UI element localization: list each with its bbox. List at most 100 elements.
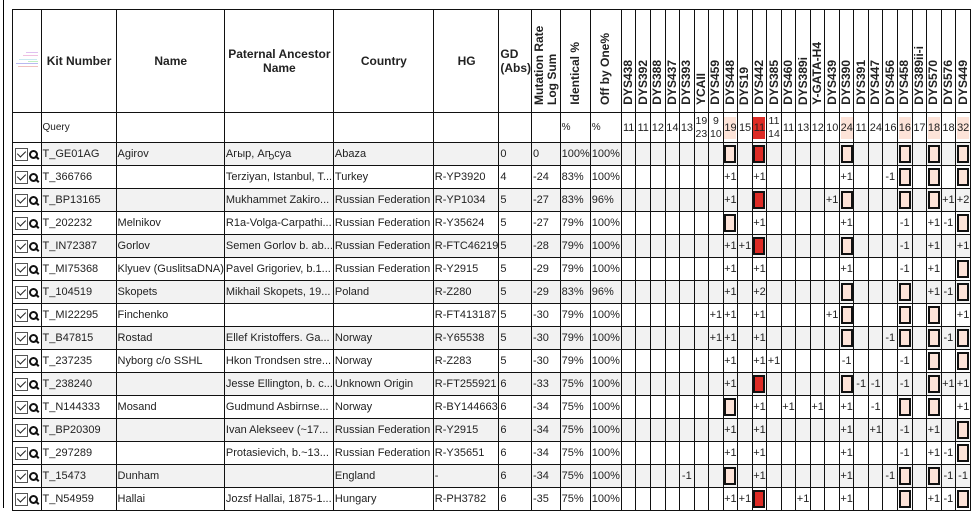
marker-header-dys460[interactable]: DYS460 [780, 9, 797, 113]
kit-number-cell[interactable]: T_238240 [40, 372, 117, 396]
marker-header-dys447[interactable]: DYS447 [867, 9, 884, 113]
query-value-dys19: 15 [737, 112, 753, 143]
off-by-one-cell: 100% [589, 142, 622, 166]
magnifier-icon[interactable] [29, 378, 38, 390]
marker-cell-dys449 [955, 418, 971, 442]
marker-header-y-gata-h4[interactable]: Y-GATA-H4 [809, 9, 826, 113]
select-checkbox[interactable] [15, 308, 28, 322]
kit-number-cell[interactable]: T_MI22295 [40, 303, 117, 327]
select-checkbox[interactable] [15, 239, 28, 253]
genetic-distance-cell: 6 [498, 487, 533, 511]
magnifier-icon[interactable] [29, 148, 38, 160]
marker-header-dys456[interactable]: DYS456 [882, 9, 898, 113]
marker-header-dys458[interactable]: DYS458 [897, 9, 913, 113]
name-header[interactable]: Name [115, 9, 225, 113]
select-checkbox[interactable] [15, 216, 28, 230]
mismatch-box [753, 490, 766, 508]
marker-header-ycaii[interactable]: YCAII [693, 9, 710, 113]
magnifier-icon[interactable] [29, 171, 38, 183]
select-checkbox[interactable] [15, 285, 28, 299]
magnifier-icon[interactable] [29, 263, 38, 275]
marker-header-dys438[interactable]: DYS438 [620, 9, 637, 113]
query-value-text: 14 [666, 121, 679, 134]
select-checkbox[interactable] [15, 400, 28, 414]
paternal-ancestor-header[interactable]: Paternal Ancestor Name [223, 9, 334, 113]
kit-number-cell[interactable]: T_MI75368 [40, 257, 117, 281]
select-checkbox[interactable] [15, 147, 28, 161]
select-checkbox[interactable] [15, 423, 28, 437]
magnifier-icon[interactable] [29, 309, 38, 321]
marker-cell-dys576 [940, 234, 957, 258]
haplogroup-header[interactable]: HG [432, 9, 500, 113]
marker-header-dys439[interactable]: DYS439 [824, 9, 840, 113]
marker-header-dys390[interactable]: DYS390 [838, 9, 855, 113]
magnifier-icon[interactable] [29, 493, 38, 505]
select-checkbox[interactable] [15, 170, 28, 184]
marker-cell-dys390: +1 [838, 464, 855, 488]
kit-number-cell[interactable]: T_BP20309 [40, 418, 117, 442]
magnifier-icon[interactable] [29, 332, 38, 344]
country-header[interactable]: Country [332, 9, 434, 113]
marker-cell-dys460 [780, 487, 797, 511]
marker-cell-dys437 [664, 441, 681, 465]
magnifier-icon[interactable] [29, 447, 38, 459]
marker-header-dys442[interactable]: DYS442 [751, 9, 768, 113]
marker-cell-dys390 [838, 280, 855, 304]
kit-number-header[interactable]: Kit Number [40, 9, 117, 113]
marker-cell-dys447 [867, 142, 884, 166]
marker-header-dys570[interactable]: DYS570 [926, 9, 942, 113]
kit-number-cell[interactable]: T_366766 [40, 165, 117, 189]
select-checkbox[interactable] [15, 354, 28, 368]
select-checkbox[interactable] [15, 446, 28, 460]
kit-number-cell[interactable]: T_N54959 [40, 487, 117, 511]
kit-number-cell[interactable]: T_B47815 [40, 326, 117, 350]
magnifier-icon[interactable] [29, 286, 38, 298]
marker-header-dys389i[interactable]: DYS389i [795, 9, 811, 113]
marker-header-dys459[interactable]: DYS459 [708, 9, 724, 113]
kit-number-cell[interactable]: T_IN72387 [40, 234, 117, 258]
genetic-distance-header[interactable]: GD (Abs) [498, 9, 533, 113]
tree-header[interactable] [12, 9, 42, 113]
tree-icon[interactable] [14, 49, 40, 71]
select-checkbox[interactable] [15, 193, 28, 207]
kit-number-cell[interactable]: T_15473 [40, 464, 117, 488]
marker-header-dys385[interactable]: DYS385 [766, 9, 782, 113]
identical-percent-header[interactable]: Identical % [559, 9, 591, 113]
mutation-rate-header[interactable]: Mutation Rate Log Sum [531, 9, 561, 113]
marker-header-dys19[interactable]: DYS19 [737, 9, 753, 113]
magnifier-icon[interactable] [29, 401, 38, 413]
off-by-one-header[interactable]: Off by One% [589, 9, 622, 113]
kit-number-cell[interactable]: T_BP13165 [40, 188, 117, 212]
select-checkbox[interactable] [15, 377, 28, 391]
kit-number-cell[interactable]: T_297289 [40, 441, 117, 465]
magnifier-icon[interactable] [29, 217, 38, 229]
kit-number-cell[interactable]: T_N144333 [40, 395, 117, 419]
marker-cell-dys447 [867, 211, 884, 235]
kit-number-cell[interactable]: T_237235 [40, 349, 117, 373]
marker-header-dys388[interactable]: DYS388 [650, 9, 666, 113]
marker-header-dys392[interactable]: DYS392 [635, 9, 651, 113]
marker-header-dys391[interactable]: DYS391 [853, 9, 869, 113]
magnifier-icon[interactable] [29, 355, 38, 367]
marker-header-dys576[interactable]: DYS576 [940, 9, 957, 113]
query-name [115, 112, 225, 143]
marker-cell-dys449: +1 [955, 372, 971, 396]
marker-header-dys437[interactable]: DYS437 [664, 9, 681, 113]
marker-header-dys449[interactable]: DYS449 [955, 9, 971, 113]
marker-cell-dys389i: +1 [795, 487, 811, 511]
marker-header-dys448[interactable]: DYS448 [722, 9, 739, 113]
marker-header-dys389ii-i[interactable]: DYS389ii-i [911, 9, 928, 113]
magnifier-icon[interactable] [29, 194, 38, 206]
kit-number-cell[interactable]: T_104519 [40, 280, 117, 304]
select-checkbox[interactable] [15, 492, 28, 506]
select-checkbox[interactable] [15, 331, 28, 345]
magnifier-icon[interactable] [29, 424, 38, 436]
kit-number-cell[interactable]: T_202232 [40, 211, 117, 235]
marker-cell-dys19 [737, 142, 753, 166]
select-checkbox[interactable] [15, 262, 28, 276]
magnifier-icon[interactable] [29, 240, 38, 252]
select-checkbox[interactable] [15, 469, 28, 483]
magnifier-icon[interactable] [29, 470, 38, 482]
marker-header-dys393[interactable]: DYS393 [679, 9, 695, 113]
kit-number-cell[interactable]: T_GE01AG [40, 142, 117, 166]
